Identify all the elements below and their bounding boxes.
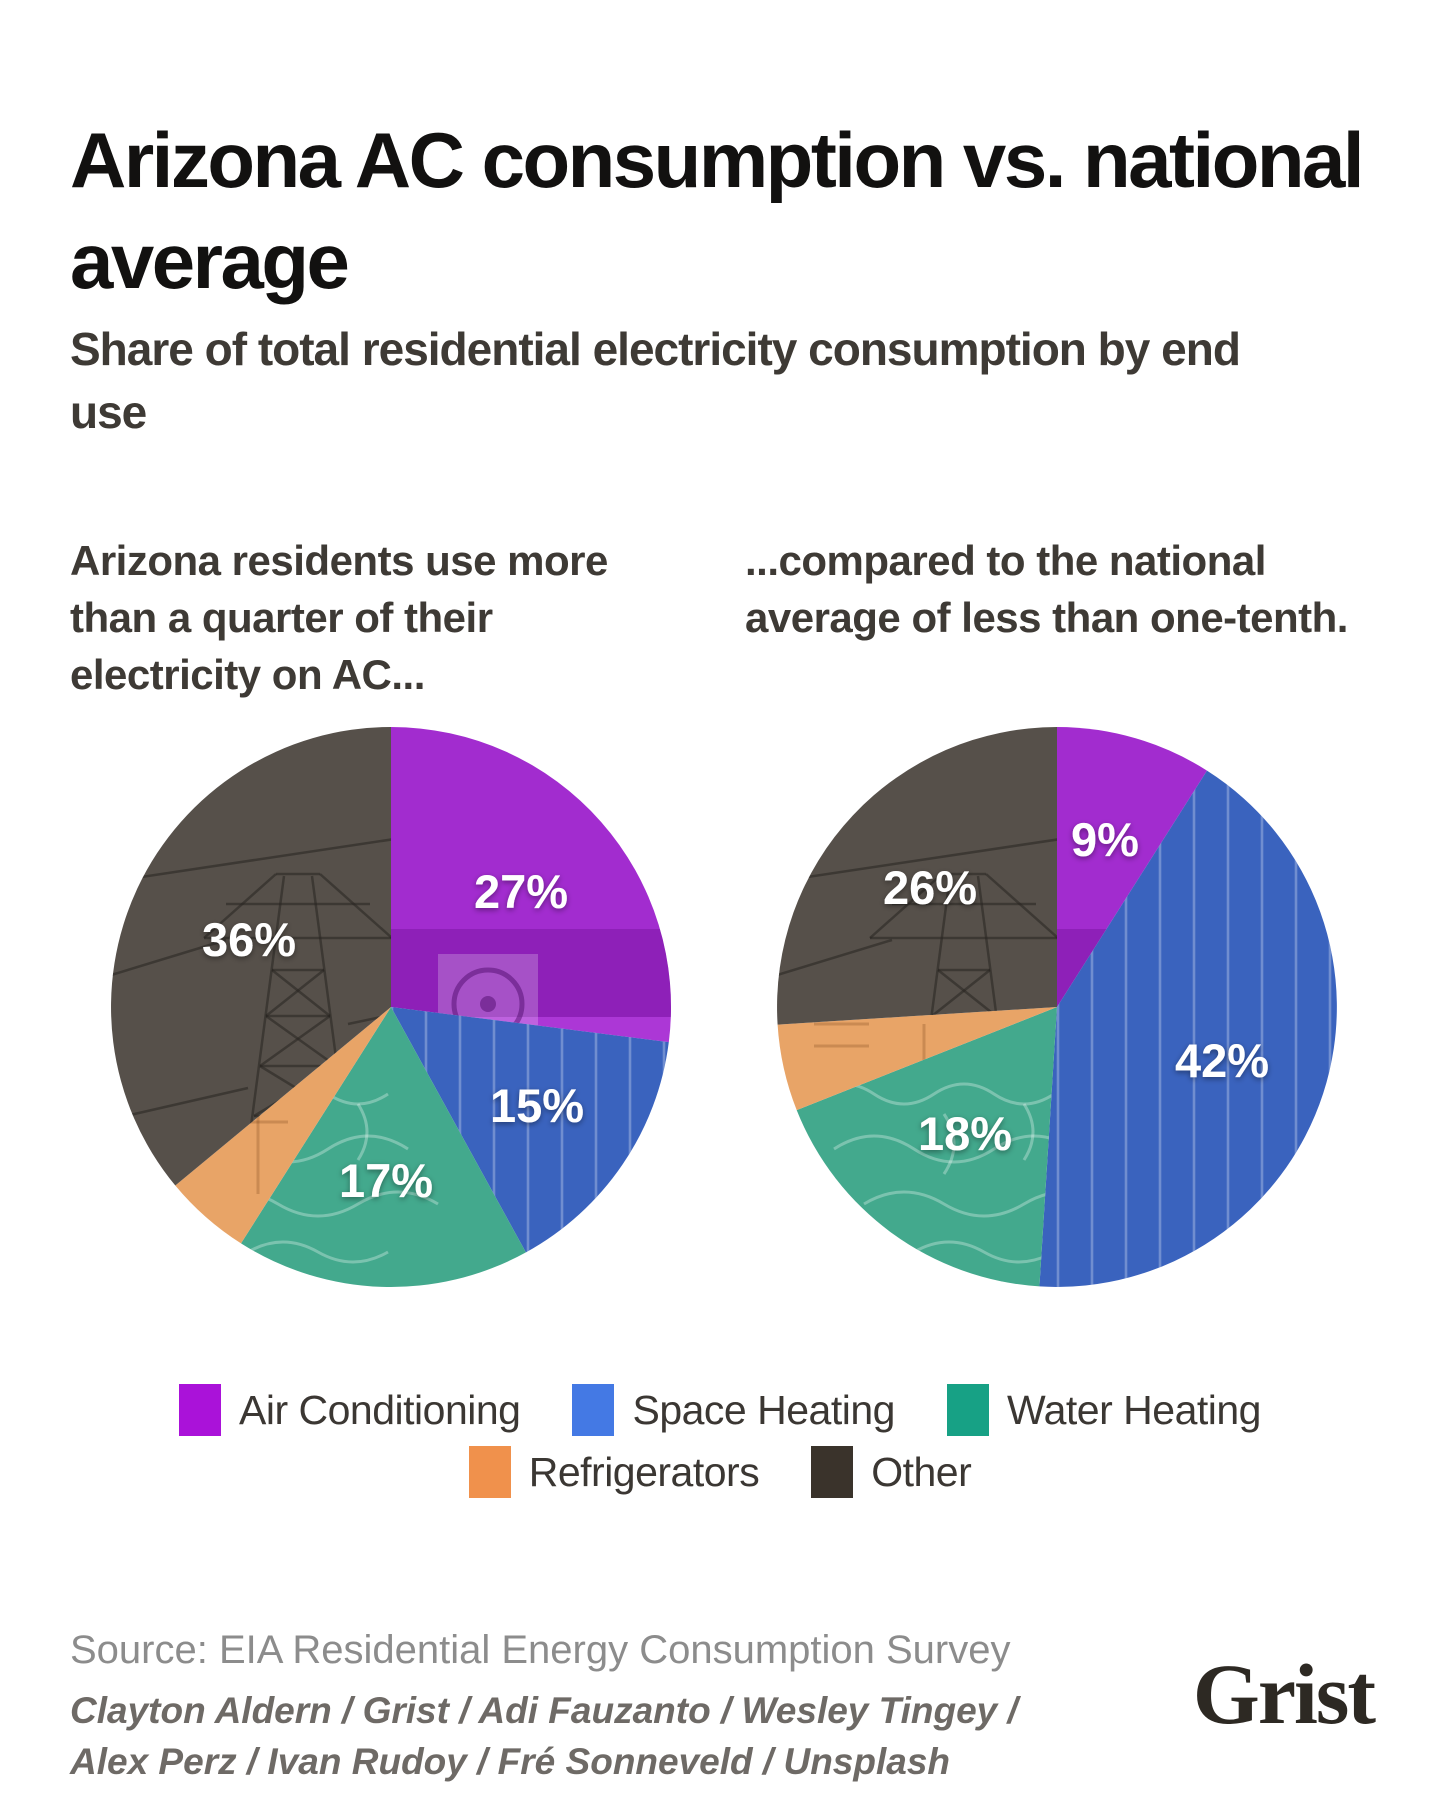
pie-slice-water-heating bbox=[241, 1007, 526, 1288]
legend-swatch-air-conditioning bbox=[179, 1384, 222, 1436]
pie-chart-arizona: 27% 15% 17% 36% bbox=[108, 724, 674, 1290]
pie-chart-national-average: 9% 42% 18% 26% bbox=[774, 724, 1340, 1290]
pie-svg-national-average: 9% 42% 18% 26% bbox=[777, 727, 1337, 1287]
legend-label-space-heating: Space Heating bbox=[632, 1386, 895, 1433]
pie-slice-space-heating bbox=[391, 1007, 669, 1253]
pie-label-water-heating: 17% bbox=[339, 1154, 433, 1207]
pie-slice-space-heating bbox=[1039, 770, 1337, 1287]
pie-slice-air-conditioning bbox=[1057, 727, 1207, 1007]
legend-label-other: Other bbox=[871, 1448, 972, 1495]
pie-label-other: 36% bbox=[202, 913, 296, 966]
legend-row-bottom: Refrigerators Other bbox=[468, 1446, 972, 1498]
legend-item-refrigerators: Refrigerators bbox=[468, 1446, 760, 1498]
pie-slice-air-conditioning bbox=[391, 727, 672, 1043]
chart-legend: Air Conditioning Space Heating Water Heati… bbox=[0, 1384, 1440, 1498]
legend-label-water-heating: Water Heating bbox=[1006, 1386, 1262, 1433]
pie-label-space-heating: 15% bbox=[490, 1079, 584, 1132]
pie-label-air-conditioning: 9% bbox=[1071, 813, 1139, 866]
pie-slice-refrigerators bbox=[175, 1007, 391, 1244]
legend-item-air-conditioning: Air Conditioning bbox=[179, 1384, 521, 1436]
legend-swatch-water-heating bbox=[946, 1384, 989, 1436]
pie-slice-refrigerators bbox=[777, 1007, 1057, 1111]
credits: Clayton Aldern / Grist / Adi Fauzanto / … bbox=[70, 1685, 1018, 1787]
legend-swatch-space-heating bbox=[572, 1384, 615, 1436]
pie-label-water-heating: 18% bbox=[918, 1107, 1012, 1160]
pie-slice-water-heating bbox=[796, 1007, 1057, 1287]
slice-texture-other bbox=[111, 826, 392, 1165]
grist-logo: Grist bbox=[1192, 1646, 1376, 1742]
pie-label-other: 26% bbox=[883, 861, 977, 914]
intro-arizona: Arizona residents use more than a quarte… bbox=[70, 537, 608, 698]
legend-row-top: Air Conditioning Space Heating Water Heati… bbox=[179, 1384, 1261, 1436]
legend-item-other: Other bbox=[811, 1446, 972, 1498]
source-note: Source: EIA Residential Energy Consumpti… bbox=[70, 1628, 1011, 1672]
legend-label-air-conditioning: Air Conditioning bbox=[239, 1386, 521, 1433]
intro-national: ...compared to the national average of l… bbox=[745, 537, 1348, 641]
pie-svg-arizona: 27% 15% 17% 36% bbox=[111, 727, 672, 1288]
legend-item-space-heating: Space Heating bbox=[572, 1384, 895, 1436]
pie-label-space-heating: 42% bbox=[1175, 1034, 1269, 1087]
legend-label-refrigerators: Refrigerators bbox=[528, 1448, 760, 1495]
legend-swatch-refrigerators bbox=[468, 1446, 511, 1498]
pie-slice-other bbox=[111, 727, 391, 1186]
page-subtitle: Share of total residential electricity c… bbox=[70, 323, 1241, 439]
legend-swatch-other bbox=[811, 1446, 854, 1498]
pie-label-air-conditioning: 27% bbox=[474, 865, 568, 918]
page-title: Arizona AC consumption vs. national aver… bbox=[70, 116, 1365, 306]
credits-line-1: Clayton Aldern / Grist / Adi Fauzanto / … bbox=[70, 1690, 1018, 1731]
legend-item-water-heating: Water Heating bbox=[946, 1384, 1262, 1436]
credits-line-2: Alex Perz / Ivan Rudoy / Fré Sonneveld /… bbox=[70, 1741, 951, 1782]
